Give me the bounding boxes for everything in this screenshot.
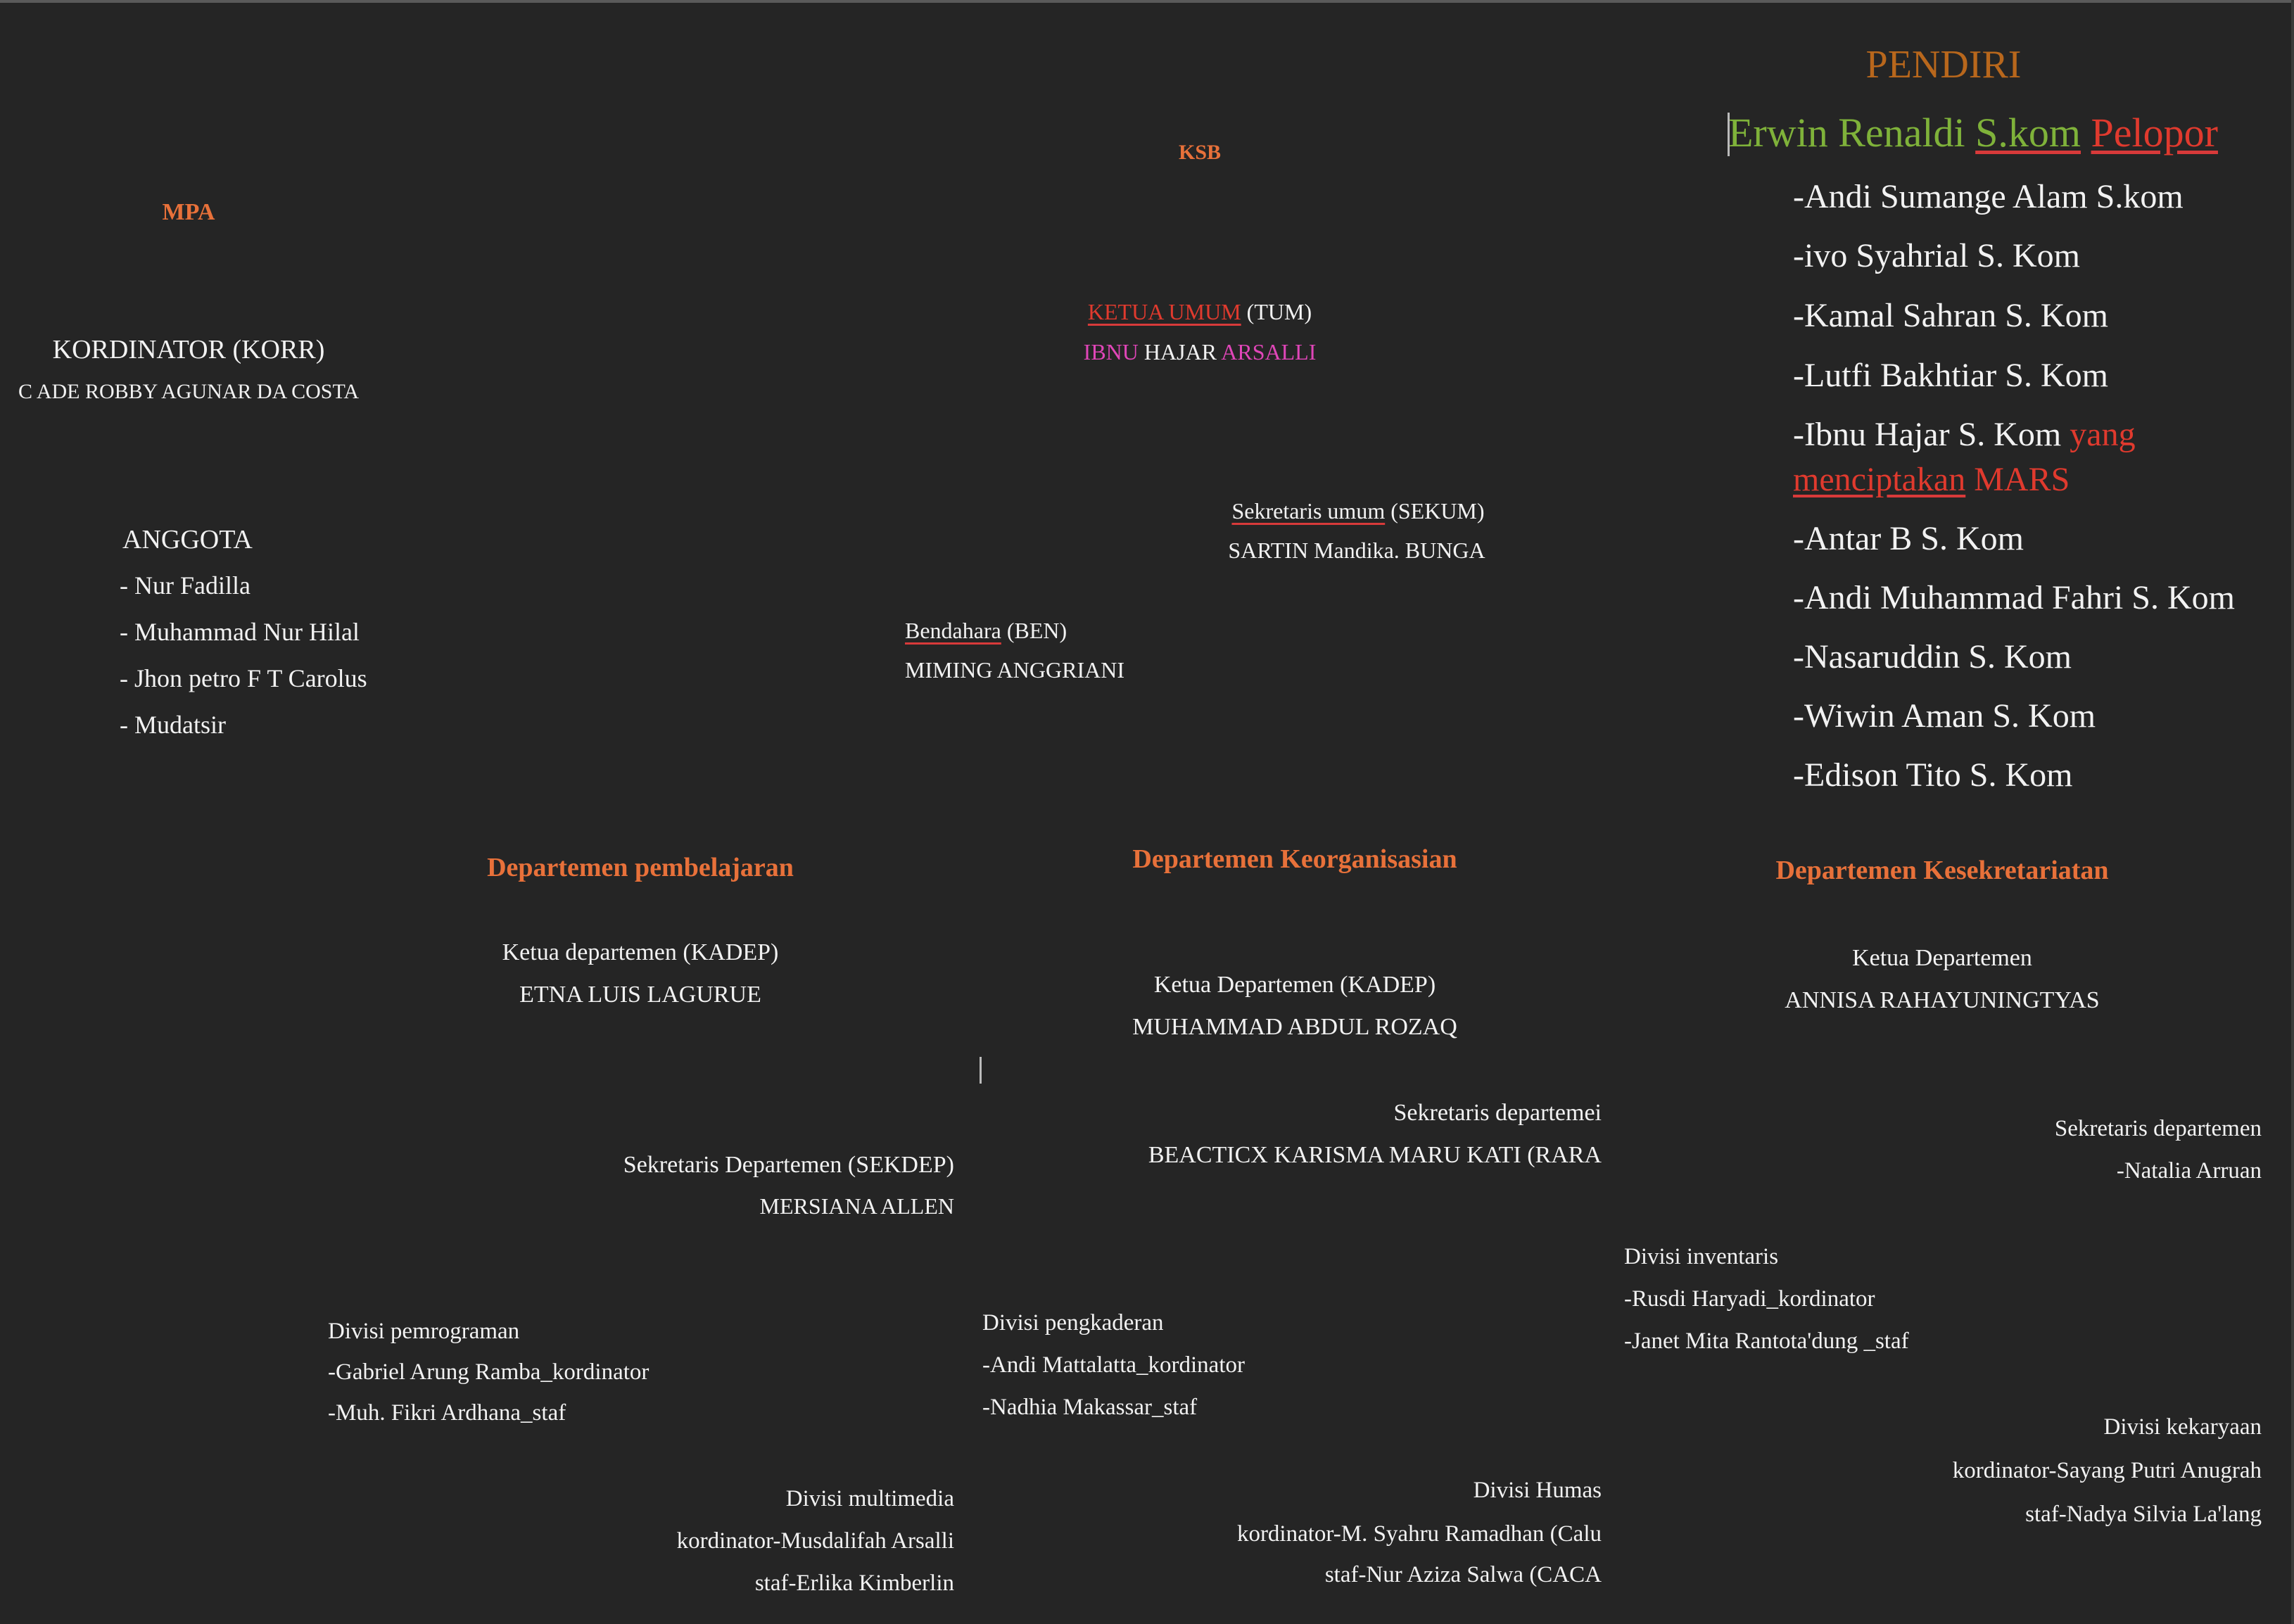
- mpa-title: MPA: [162, 199, 215, 225]
- keorganisasian-kadep-name: MUHAMMAD ABDUL ROZAQ: [1132, 1014, 1457, 1040]
- divisi-inventaris-line: -Rusdi Haryadi_kordinator: [1624, 1286, 1875, 1312]
- sekum-name: SARTIN Mandika. BUNGA: [1228, 538, 1485, 563]
- ketua-umum-label: KETUA UMUM (TUM): [1088, 299, 1312, 325]
- kesekretariatan-kadep-label: Ketua Departemen: [1852, 945, 2032, 971]
- divisi-pemrograman-line: -Gabriel Arung Ramba_kordinator: [328, 1359, 649, 1385]
- korr-name: C ADE ROBBY AGUNAR DA COSTA: [18, 380, 360, 403]
- korr-label: KORDINATOR (KORR): [52, 335, 325, 364]
- anggota-item: - Muhammad Nur Hilal: [120, 618, 360, 646]
- divisi-humas-title: Divisi Humas: [1473, 1478, 1602, 1503]
- divisi-kekaryaan-title: Divisi kekaryaan: [2103, 1414, 2262, 1440]
- pembelajaran-sekdep-name: MERSIANA ALLEN: [759, 1193, 954, 1219]
- pembelajaran-kadep-name: ETNA LUIS LAGURUE: [519, 982, 761, 1008]
- pendiri-member: -Ibnu Hajar S. Kom: [1793, 416, 2070, 453]
- bendahara-label: Bendahara (BEN): [905, 618, 1067, 643]
- ketua-umum-name: IBNU HAJAR ARSALLI: [1083, 339, 1317, 364]
- pendiri-member: -ivo Syahrial S. Kom: [1793, 237, 2080, 274]
- dept-kesekretariatan-title: Departemen Kesekretariatan: [1775, 856, 2109, 885]
- mars-note-menciptakan: menciptakan: [1793, 461, 1966, 498]
- bendahara-name: MIMING ANGGRIANI: [905, 657, 1124, 683]
- pendiri-member: -Andi Sumange Alam S.kom: [1793, 178, 2184, 215]
- divisi-kekaryaan-line: staf-Nadya Silvia La'lang: [2025, 1502, 2262, 1527]
- pendiri-member-mars: -Ibnu Hajar S. Kom yang: [1793, 415, 2136, 454]
- founder-name: Erwin Renaldi: [1728, 110, 1976, 156]
- anggota-item: - Mudatsir: [120, 711, 226, 739]
- pendiri-member: -Andi Muhammad Fahri S. Kom: [1793, 579, 2235, 616]
- ksb-title: KSB: [1178, 141, 1222, 164]
- ketua-umum-title: KETUA UMUM: [1087, 299, 1241, 324]
- pembelajaran-kadep-label: Ketua departemen (KADEP): [502, 939, 779, 965]
- divisi-pemrograman-title: Divisi pemrograman: [328, 1319, 520, 1344]
- mars-note-mars: MARS: [1965, 461, 2070, 498]
- pembelajaran-sekdep-label: Sekretaris Departemen (SEKDEP): [623, 1152, 954, 1178]
- ketua-umum-abbr: (TUM): [1241, 299, 1312, 324]
- pendiri-member: -Lutfi Bakhtiar S. Kom: [1793, 357, 2108, 394]
- dept-keorganisasian-title: Departemen Keorganisasian: [1132, 844, 1457, 874]
- keorganisasian-kadep-label: Ketua Departemen (KADEP): [1153, 972, 1436, 998]
- divisi-inventaris-line: -Janet Mita Rantota'dung _staf: [1624, 1328, 1909, 1354]
- anggota-label: ANGGOTA: [122, 525, 253, 554]
- sekum-title: Sekretaris umum: [1231, 498, 1386, 524]
- text-cursor: [980, 1057, 982, 1084]
- keorganisasian-sekdep-label: Sekretaris departemei: [1393, 1100, 1602, 1126]
- anggota-item: - Jhon petro F T Carolus: [120, 664, 367, 692]
- divisi-kekaryaan-line: kordinator-Sayang Putri Anugrah: [1952, 1458, 2262, 1483]
- divisi-multimedia-line: kordinator-Musdalifah Arsalli: [676, 1528, 954, 1554]
- divisi-pengkaderan-line: -Nadhia Makassar_staf: [982, 1395, 1198, 1420]
- divisi-multimedia-title: Divisi multimedia: [785, 1486, 954, 1511]
- pendiri-title: PENDIRI: [1865, 43, 2022, 87]
- sekum-label: Sekretaris umum (SEKUM): [1231, 498, 1485, 524]
- founder-role: Pelopor: [2091, 110, 2218, 156]
- anggota-item: - Nur Fadilla: [120, 571, 251, 600]
- pendiri-member: -Nasaruddin S. Kom: [1793, 638, 2072, 675]
- divisi-pemrograman-line: -Muh. Fikri Ardhana_staf: [328, 1400, 566, 1426]
- keorganisasian-sekdep-name: BEACTICX KARISMA MARU KATI (RARA: [1148, 1142, 1602, 1168]
- divisi-pengkaderan-line: -Andi Mattalatta_kordinator: [982, 1352, 1245, 1378]
- pendiri-member: -Edison Tito S. Kom: [1793, 756, 2073, 794]
- founder-degree: S.kom: [1975, 110, 2081, 156]
- divisi-humas-line: staf-Nur Aziza Salwa (CACA: [1324, 1562, 1602, 1587]
- kesekretariatan-sekdep-name: -Natalia Arruan: [2116, 1158, 2262, 1184]
- divisi-pengkaderan-title: Divisi pengkaderan: [982, 1310, 1164, 1336]
- right-border: [2291, 0, 2294, 1624]
- divisi-inventaris-title: Divisi inventaris: [1624, 1244, 1779, 1269]
- dept-pembelajaran-title: Departemen pembelajaran: [487, 853, 794, 882]
- kesekretariatan-sekdep-label: Sekretaris departemen: [2054, 1116, 2262, 1141]
- top-border: [0, 0, 2294, 3]
- mars-note-yang: yang: [2070, 416, 2136, 453]
- pendiri-member: -Wiwin Aman S. Kom: [1793, 697, 2096, 735]
- founder-line: Erwin Renaldi S.kom Pelopor: [1728, 110, 2218, 157]
- pendiri-member: -Kamal Sahran S. Kom: [1793, 297, 2108, 334]
- divisi-multimedia-line: staf-Erlika Kimberlin: [754, 1571, 954, 1596]
- text-cursor: [1728, 113, 1730, 156]
- bendahara-title: Bendahara: [905, 618, 1001, 643]
- kesekretariatan-kadep-name: ANNISA RAHAYUNINGTYAS: [1785, 987, 2100, 1013]
- pendiri-member: -Antar B S. Kom: [1793, 520, 2024, 557]
- mars-note-line: menciptakan MARS: [1793, 460, 2070, 499]
- divisi-humas-line: kordinator-M. Syahru Ramadhan (Calu: [1236, 1521, 1602, 1547]
